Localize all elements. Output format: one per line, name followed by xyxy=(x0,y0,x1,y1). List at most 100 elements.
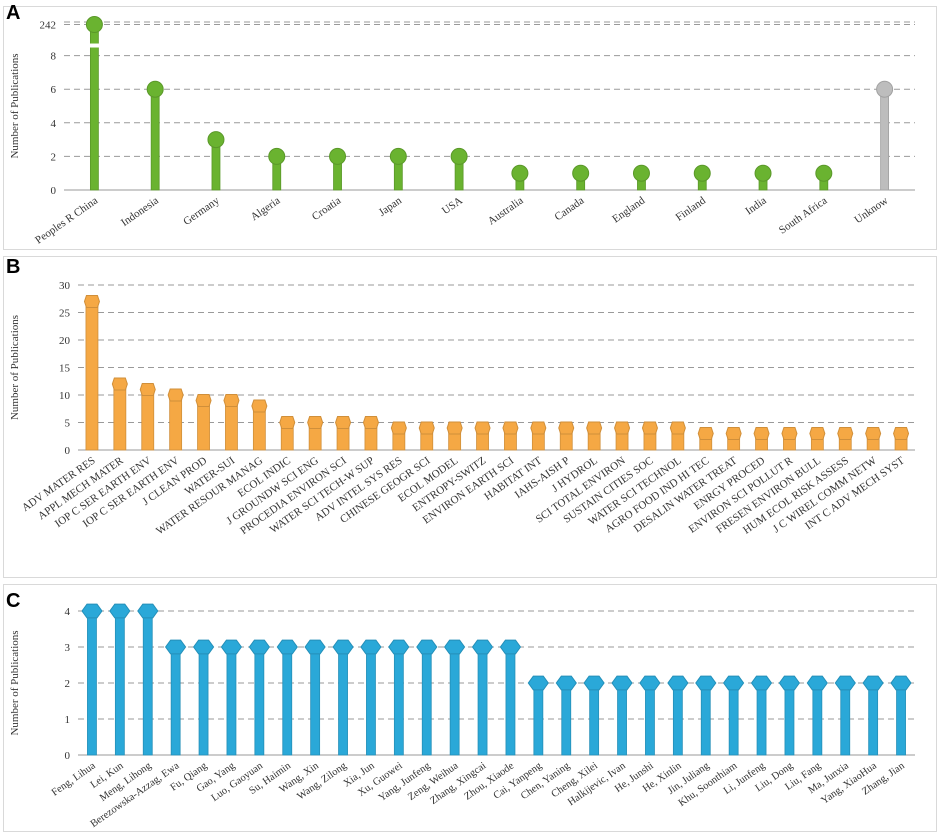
axis-break-mark-a-0 xyxy=(88,43,101,48)
point-b-1 xyxy=(111,377,128,391)
point-a-3 xyxy=(268,147,286,165)
bar-c-23 xyxy=(728,682,739,756)
bar-c-13 xyxy=(449,646,460,756)
point-c-21 xyxy=(667,675,689,691)
point-b-10 xyxy=(362,416,379,429)
point-b-13 xyxy=(446,421,463,435)
point-c-26 xyxy=(806,675,828,691)
point-a-4 xyxy=(329,147,347,165)
bar-c-22 xyxy=(700,682,711,756)
point-c-19 xyxy=(611,675,633,691)
ytick-label-a-3: 6 xyxy=(51,84,57,96)
ylabel-b: Number of Publications xyxy=(9,315,21,420)
bar-c-10 xyxy=(366,646,376,756)
point-b-12 xyxy=(418,421,435,435)
ytick-label-b-6: 30 xyxy=(59,280,71,292)
bar-c-18 xyxy=(589,682,600,756)
point-b-15 xyxy=(502,421,519,435)
point-b-14 xyxy=(474,421,491,435)
point-c-15 xyxy=(499,639,522,655)
point-c-14 xyxy=(471,639,494,655)
point-c-25 xyxy=(778,675,801,691)
point-a-2 xyxy=(207,131,225,149)
point-c-27 xyxy=(834,675,856,691)
ytick-label-b-4: 20 xyxy=(59,335,71,347)
panel-b-frame xyxy=(3,256,937,578)
point-c-0 xyxy=(81,603,103,619)
ytick-label-a-1: 2 xyxy=(51,151,57,163)
point-a-12 xyxy=(815,164,833,182)
point-c-24 xyxy=(750,675,773,691)
point-b-21 xyxy=(669,421,686,435)
bar-c-7 xyxy=(282,646,293,756)
point-a-9 xyxy=(632,164,650,182)
bar-c-0 xyxy=(87,610,97,756)
point-b-25 xyxy=(781,427,798,440)
bar-c-25 xyxy=(784,682,795,756)
point-c-20 xyxy=(639,675,661,691)
point-c-22 xyxy=(695,675,717,691)
bar-c-16 xyxy=(533,682,544,756)
point-c-4 xyxy=(192,639,215,655)
point-b-4 xyxy=(195,394,212,407)
point-c-11 xyxy=(388,639,410,655)
point-a-0 xyxy=(85,16,103,34)
ytick-label-c-2: 2 xyxy=(65,678,71,690)
ylabel-c: Number of Publications xyxy=(9,630,21,735)
panel-label-c: C xyxy=(6,590,21,612)
point-a-6 xyxy=(450,147,468,165)
bar-c-17 xyxy=(561,682,572,756)
ytick-label-a-2: 4 xyxy=(51,118,57,130)
point-b-11 xyxy=(390,421,407,435)
point-b-24 xyxy=(753,427,770,440)
point-c-18 xyxy=(583,675,605,691)
point-b-23 xyxy=(725,427,742,440)
point-b-0 xyxy=(83,295,100,308)
bar-c-27 xyxy=(840,682,851,756)
ytick-label-a-break: 242 xyxy=(40,20,57,32)
bar-c-8 xyxy=(310,646,321,756)
point-b-18 xyxy=(586,421,603,435)
point-c-23 xyxy=(722,675,745,691)
bar-c-24 xyxy=(756,682,767,756)
ytick-label-c-3: 3 xyxy=(65,642,71,654)
point-c-8 xyxy=(304,639,326,655)
point-c-13 xyxy=(443,639,466,655)
point-a-7 xyxy=(511,164,529,182)
bar-c-11 xyxy=(393,646,404,756)
panel-label-b: B xyxy=(6,256,21,278)
point-b-5 xyxy=(223,394,240,407)
ytick-label-c-0: 0 xyxy=(65,750,71,762)
point-c-7 xyxy=(276,639,298,655)
ytick-label-b-2: 10 xyxy=(59,390,71,402)
point-b-8 xyxy=(307,416,324,429)
point-b-3 xyxy=(167,388,184,402)
bar-c-6 xyxy=(254,646,265,756)
point-b-9 xyxy=(335,416,352,429)
bar-c-1 xyxy=(114,610,125,756)
bar-c-5 xyxy=(226,646,237,756)
point-c-1 xyxy=(109,603,131,619)
bar-c-15 xyxy=(505,646,516,756)
bar-c-21 xyxy=(672,682,683,756)
bar-c-9 xyxy=(338,646,348,756)
ytick-label-c-4: 4 xyxy=(65,606,71,618)
ytick-label-b-1: 5 xyxy=(65,418,71,430)
ytick-label-a-0: 0 xyxy=(51,185,57,197)
ytick-label-c-1: 1 xyxy=(65,714,71,726)
ytick-label-b-0: 0 xyxy=(65,445,71,457)
panel-label-a: A xyxy=(6,2,21,24)
bar-c-19 xyxy=(617,682,627,756)
point-c-12 xyxy=(416,639,438,655)
point-b-7 xyxy=(279,416,296,429)
point-b-26 xyxy=(809,427,826,440)
point-c-16 xyxy=(527,675,549,691)
bar-c-20 xyxy=(645,682,655,756)
point-c-17 xyxy=(555,675,577,691)
point-b-19 xyxy=(614,421,631,435)
point-c-9 xyxy=(332,639,354,655)
point-c-5 xyxy=(220,639,243,655)
point-a-8 xyxy=(572,164,590,182)
bar-c-2 xyxy=(142,610,153,756)
